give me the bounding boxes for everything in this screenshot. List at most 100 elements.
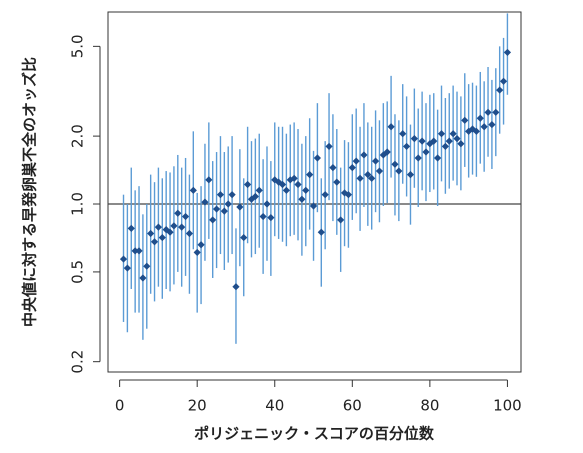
point [503, 48, 512, 57]
point [391, 160, 399, 168]
point [119, 255, 128, 263]
point [201, 198, 209, 206]
point [306, 171, 314, 179]
point [499, 77, 508, 85]
point [395, 167, 403, 175]
plot-frame [107, 11, 522, 373]
point [313, 154, 322, 162]
point [286, 176, 294, 184]
point [441, 142, 449, 151]
point [212, 205, 221, 213]
point [302, 186, 310, 194]
point [383, 148, 391, 156]
point [294, 180, 302, 189]
point [139, 274, 147, 282]
point [154, 223, 163, 231]
point [406, 171, 415, 179]
point [178, 223, 186, 231]
point [181, 212, 190, 221]
x-axis-title: ポリジェニック・スコアの百分位数 [194, 425, 435, 443]
point [158, 233, 166, 242]
point [282, 186, 290, 194]
point [445, 137, 453, 145]
point [368, 174, 376, 182]
point [271, 176, 279, 184]
point [364, 171, 372, 179]
y-tick-label: 5.0 [69, 34, 87, 58]
point [387, 123, 395, 131]
point [174, 209, 182, 217]
point [437, 130, 446, 138]
point [309, 202, 318, 210]
point [236, 203, 244, 211]
x-tick-label: 100 [493, 397, 522, 415]
y-tick-label: 1.0 [69, 192, 87, 216]
point [360, 151, 368, 159]
point [251, 192, 259, 201]
point [492, 108, 500, 116]
x-tick-label: 60 [343, 397, 362, 415]
point [197, 241, 205, 249]
x-tick-label: 80 [420, 397, 439, 415]
point [170, 222, 178, 230]
point [127, 224, 135, 232]
point [135, 247, 143, 255]
point [244, 180, 252, 189]
point [143, 262, 151, 270]
point [340, 189, 349, 197]
point [131, 247, 139, 255]
y-tick-label: 0.2 [69, 350, 87, 374]
point [216, 191, 225, 199]
point [193, 248, 201, 257]
point [476, 114, 484, 122]
point [418, 137, 426, 145]
point [453, 134, 461, 143]
point [263, 200, 271, 208]
point [325, 142, 333, 151]
point [399, 130, 407, 138]
point [422, 148, 430, 156]
point [321, 191, 329, 199]
point [472, 127, 481, 135]
point [426, 140, 434, 148]
point [496, 86, 504, 94]
y-axis-title: 中央値に対する早発卵巣不全のオッズ比 [21, 57, 39, 327]
point [333, 178, 341, 186]
point [267, 214, 275, 222]
point [209, 216, 217, 224]
point [220, 207, 228, 215]
x-tick-label: 20 [188, 397, 207, 415]
point [329, 164, 337, 172]
point [224, 200, 232, 208]
point [189, 186, 197, 194]
point [375, 167, 384, 175]
point [352, 157, 360, 165]
x-tick-label: 0 [115, 397, 125, 415]
point [480, 123, 488, 131]
point [147, 229, 155, 238]
point [255, 186, 263, 194]
point [317, 228, 325, 236]
point [348, 164, 356, 172]
point [449, 130, 457, 138]
y-tick-label: 2.0 [69, 124, 87, 148]
point [434, 154, 442, 162]
point [290, 174, 298, 182]
point [430, 137, 438, 145]
point [461, 116, 469, 124]
point [150, 238, 159, 246]
y-tick-label: 0.5 [69, 260, 87, 284]
point [403, 142, 411, 151]
point [371, 157, 380, 165]
point [278, 180, 287, 189]
point [166, 228, 174, 236]
point [410, 134, 418, 143]
point [185, 229, 194, 238]
point [228, 191, 236, 199]
point [344, 191, 353, 199]
point [205, 176, 213, 184]
point [488, 120, 496, 129]
point [259, 212, 267, 221]
point [337, 216, 345, 224]
